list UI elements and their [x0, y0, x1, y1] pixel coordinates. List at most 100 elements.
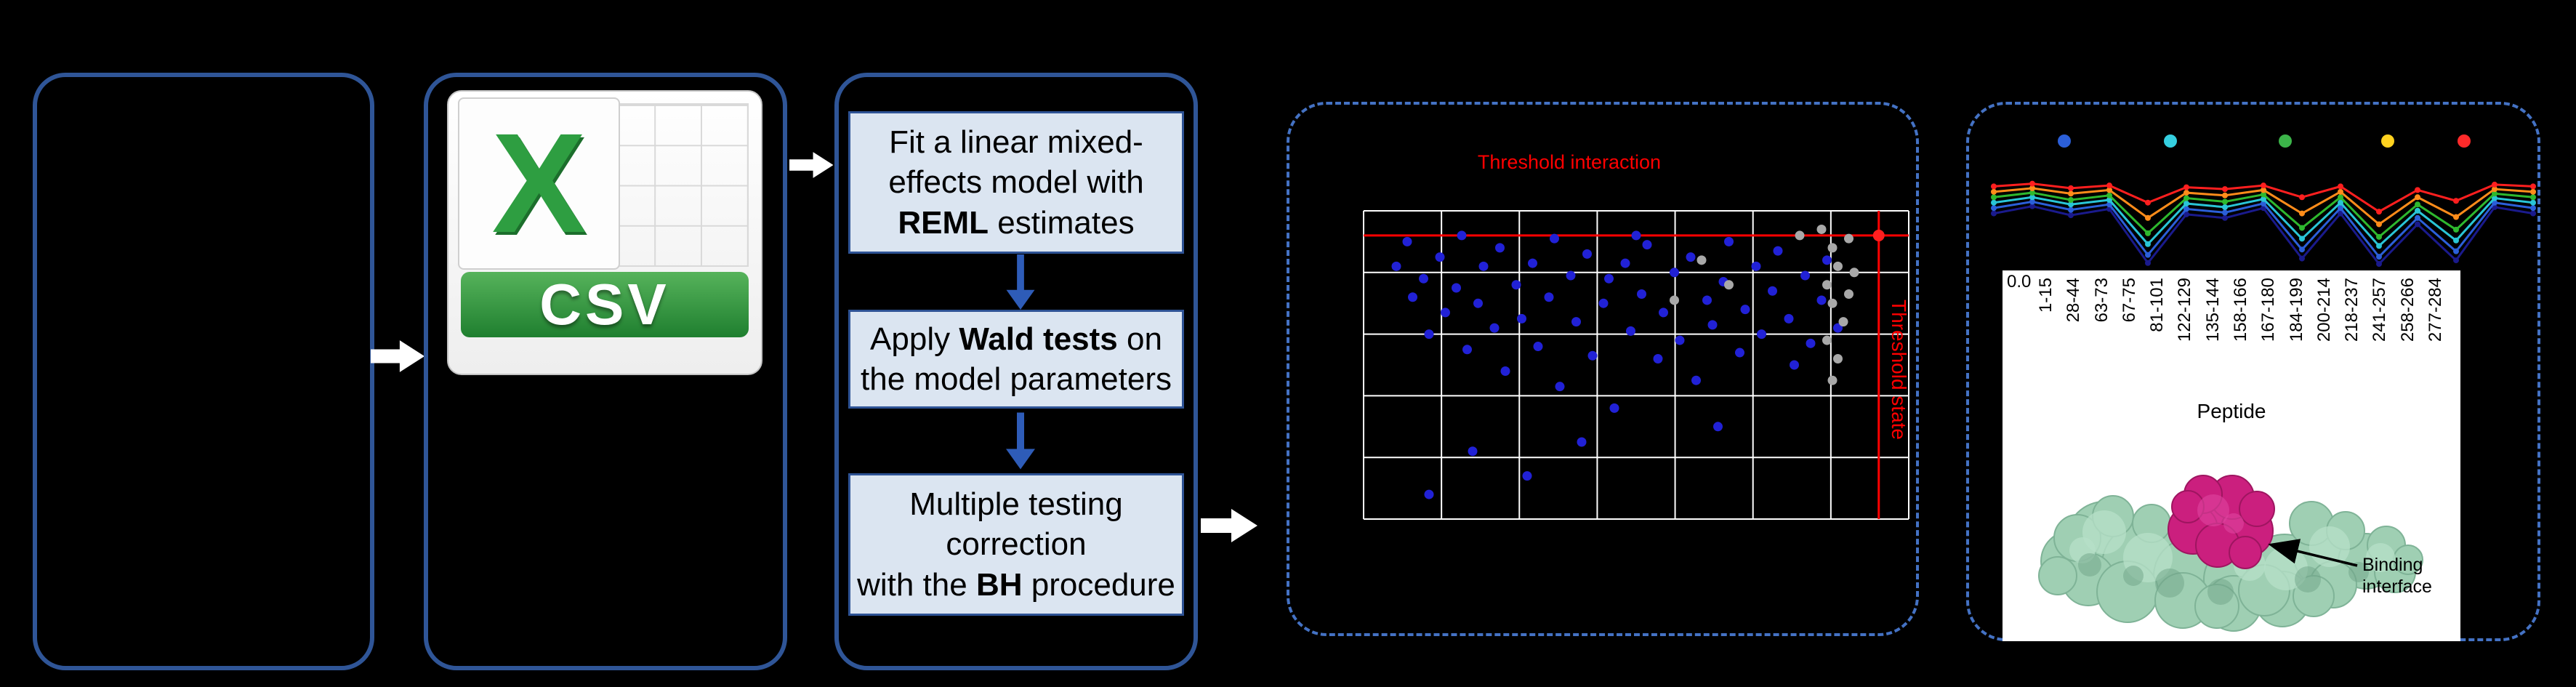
protein-blob	[2348, 562, 2369, 582]
legend-dot	[2279, 134, 2292, 148]
line-marker	[2222, 186, 2228, 193]
scatter-point	[1468, 446, 1478, 457]
line-marker	[2222, 204, 2228, 210]
line-marker	[2145, 199, 2151, 206]
peptide-tick-label: 218-237	[2342, 278, 2362, 342]
scatter-point	[1670, 295, 1679, 305]
input-panel	[33, 73, 374, 670]
scatter-point	[1408, 292, 1417, 302]
protein-blob	[2366, 543, 2395, 572]
peptide-tick-label: 184-199	[2286, 278, 2306, 342]
line-marker	[2029, 198, 2035, 205]
scatter-point	[1816, 295, 1827, 305]
line-marker	[2183, 200, 2189, 206]
scatter-point	[1473, 298, 1483, 308]
line-marker	[2530, 194, 2536, 201]
line-marker	[2415, 207, 2420, 214]
line-marker	[2183, 211, 2189, 217]
line-marker	[2029, 190, 2035, 196]
line-marker	[2068, 197, 2074, 203]
line-marker	[2106, 187, 2112, 193]
scatter-point	[1489, 323, 1500, 333]
line-marker	[2338, 183, 2343, 190]
scatter-point	[1707, 320, 1718, 330]
line-marker	[2145, 230, 2151, 236]
scatter-point	[1790, 360, 1799, 370]
protein-blob	[2078, 553, 2101, 576]
scatter-point	[1653, 354, 1663, 364]
scatter-point	[1598, 298, 1609, 308]
line-marker	[2492, 186, 2497, 193]
scatter-point	[1800, 270, 1810, 281]
line-marker	[2376, 261, 2382, 268]
line-marker	[2453, 237, 2459, 244]
scatter-point	[1555, 382, 1565, 392]
scatter-point	[1462, 345, 1472, 355]
line-marker	[2376, 243, 2382, 249]
peptide-tick-label: 122-129	[2175, 278, 2195, 342]
line-marker	[2183, 195, 2189, 201]
line-marker	[1991, 205, 1997, 212]
down-arrow-icon	[1006, 412, 1035, 470]
line-marker	[1991, 194, 1997, 201]
scatter-output-panel: Threshold interaction Threshold state	[1287, 102, 1919, 636]
line-marker	[2029, 180, 2035, 187]
csv-file-icon: X CSV	[447, 90, 762, 375]
line-marker	[2492, 181, 2497, 188]
scatter-point	[1822, 255, 1832, 265]
scatter-point	[1806, 338, 1816, 348]
scatter-point	[1452, 283, 1461, 293]
scatter-point	[1604, 273, 1614, 284]
line-marker	[2530, 183, 2536, 190]
protein-blob	[2197, 494, 2229, 526]
line-marker	[2145, 252, 2151, 258]
line-marker	[2029, 185, 2035, 191]
csv-banner-label: CSV	[539, 271, 670, 337]
scatter-point	[1751, 261, 1761, 271]
protein-blob	[2038, 556, 2077, 595]
line-marker	[1991, 188, 1997, 195]
line-marker	[2453, 198, 2459, 204]
legend-dot	[2458, 134, 2471, 148]
line-marker	[2299, 194, 2305, 201]
legend-dot	[2058, 134, 2071, 148]
uptake-line-chart	[1991, 134, 2536, 268]
binding-interface-arrow	[2268, 539, 2358, 567]
scatter-point	[1833, 261, 1843, 271]
peptide-tick-label: 135-144	[2202, 278, 2223, 342]
csv-panel: X CSV	[424, 73, 787, 670]
excel-x-logo: X	[457, 97, 621, 270]
scatter-point	[1675, 335, 1685, 345]
line-marker	[2068, 201, 2074, 208]
scatter-point	[1838, 317, 1848, 327]
scatter-point	[1844, 289, 1853, 299]
workflow-panel: Fit a linear mixed-effects model with RE…	[834, 73, 1198, 670]
protein-structure-image	[2038, 475, 2423, 632]
scatter-point	[1582, 249, 1592, 259]
line-marker	[2106, 197, 2112, 203]
line-marker	[2299, 246, 2305, 253]
scatter-point	[1642, 240, 1652, 250]
scatter-point	[1702, 295, 1712, 305]
line-marker	[2299, 255, 2305, 262]
line-marker	[2453, 226, 2459, 233]
scatter-point	[1587, 350, 1598, 361]
line-marker	[2530, 210, 2536, 217]
line-marker	[2261, 187, 2266, 193]
line-marker	[2338, 194, 2343, 201]
line-marker	[2145, 241, 2151, 247]
scatter-point	[1822, 280, 1832, 290]
scatter-point	[1522, 471, 1532, 481]
scatter-point	[1609, 403, 1619, 413]
line-marker	[2222, 198, 2228, 205]
scatter-point	[1511, 280, 1521, 290]
protein-blob	[2155, 569, 2184, 598]
peptide-tick-label: 158-166	[2230, 278, 2250, 342]
peptide-tick-label: 1-15	[2036, 278, 2056, 313]
scatter-point	[1457, 230, 1467, 241]
scatter-point	[1735, 347, 1744, 358]
scatter-point	[1620, 258, 1630, 268]
scatter-point	[1533, 342, 1543, 352]
peptide-tick-label: 200-214	[2314, 278, 2334, 342]
